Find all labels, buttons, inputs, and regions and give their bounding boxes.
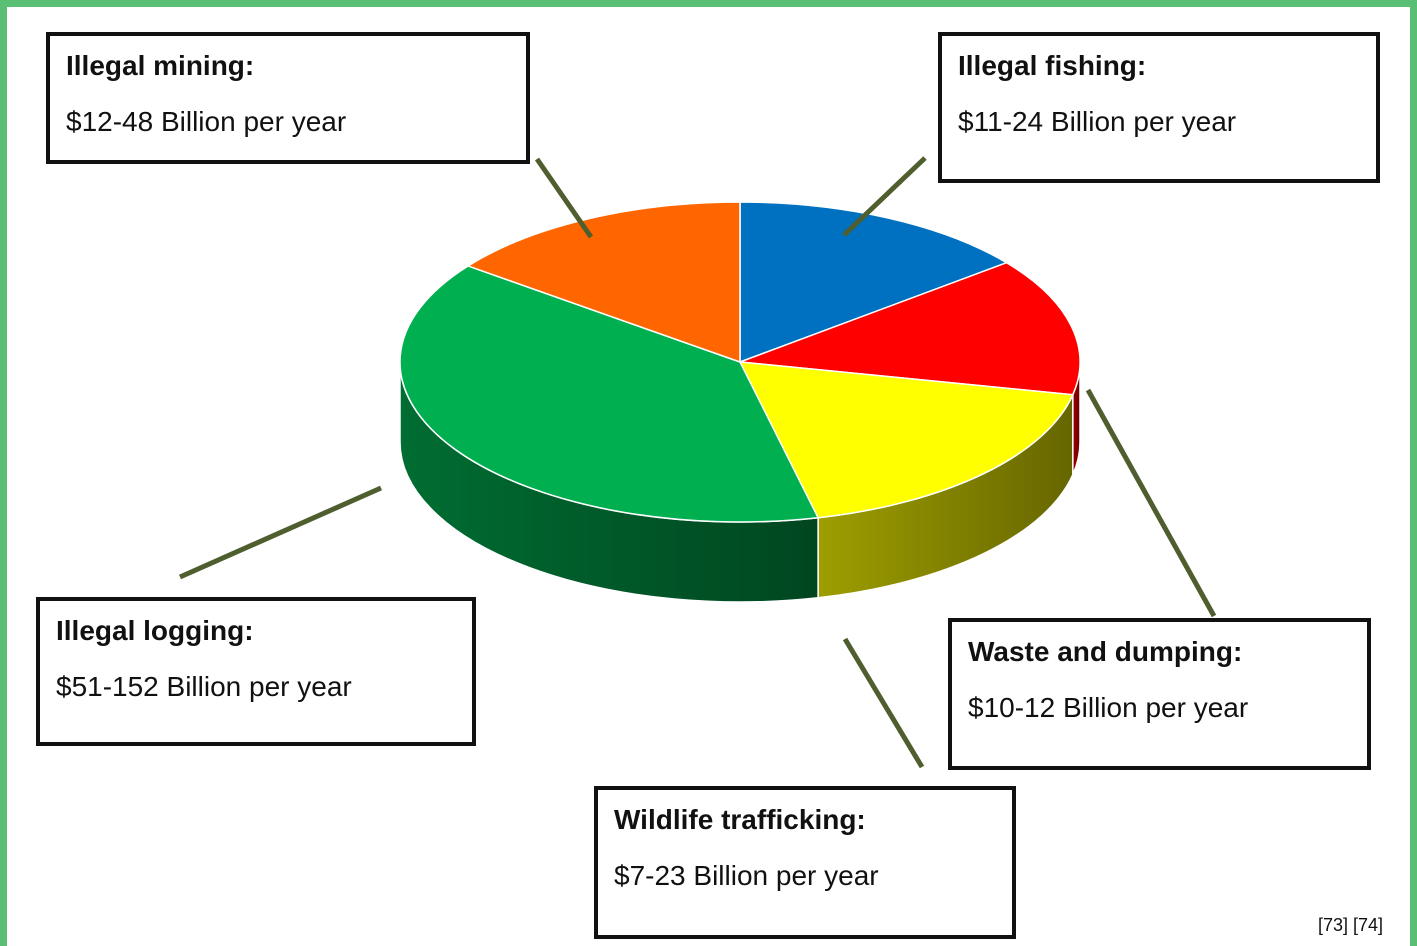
leader-line-waste-and-dumping — [1085, 388, 1217, 618]
callout-name: Wildlife trafficking: — [614, 804, 866, 835]
chart-canvas: Illegal mining: $12-48 Billion per year … — [7, 7, 1410, 946]
callout-illegal-fishing: Illegal fishing: $11-24 Billion per year — [938, 32, 1380, 183]
callout-value: $7-23 Billion per year — [614, 860, 879, 891]
callout-illegal-mining: Illegal mining: $12-48 Billion per year — [46, 32, 530, 164]
leader-line-illegal-mining — [534, 157, 594, 239]
callout-value: $12-48 Billion per year — [66, 106, 347, 137]
leader-lines — [178, 156, 1217, 769]
pie-top — [399, 201, 1081, 523]
pie-slice-illegal-logging — [399, 265, 820, 523]
callout-name: Waste and dumping: — [968, 636, 1243, 667]
callout-name: Illegal mining: — [66, 50, 255, 81]
callout-value: $10-12 Billion per year — [968, 692, 1249, 723]
callout-illegal-logging: Illegal logging: $51-152 Billion per yea… — [36, 597, 476, 746]
callout-name: Illegal fishing: — [958, 50, 1147, 81]
pie-slice-illegal-mining — [466, 201, 741, 364]
pie-chart — [178, 156, 1217, 769]
callout-wildlife-trafficking: Wildlife trafficking: $7-23 Billion per … — [594, 786, 1016, 939]
leader-line-wildlife-trafficking — [842, 637, 925, 769]
callout-waste-and-dumping: Waste and dumping: $10-12 Billion per ye… — [948, 618, 1371, 770]
leader-line-illegal-fishing — [842, 156, 927, 237]
pie-slice-illegal-fishing — [739, 201, 1009, 364]
callout-name: Illegal logging: — [56, 615, 254, 646]
source-citation: [73] [74] — [1317, 915, 1383, 935]
pie-slice-wildlife-trafficking — [738, 361, 1074, 519]
pie-slice-waste-and-dumping — [739, 261, 1081, 396]
leader-line-illegal-logging — [178, 485, 383, 580]
callout-value: $11-24 Billion per year — [958, 106, 1237, 137]
callout-value: $51-152 Billion per year — [56, 671, 352, 702]
